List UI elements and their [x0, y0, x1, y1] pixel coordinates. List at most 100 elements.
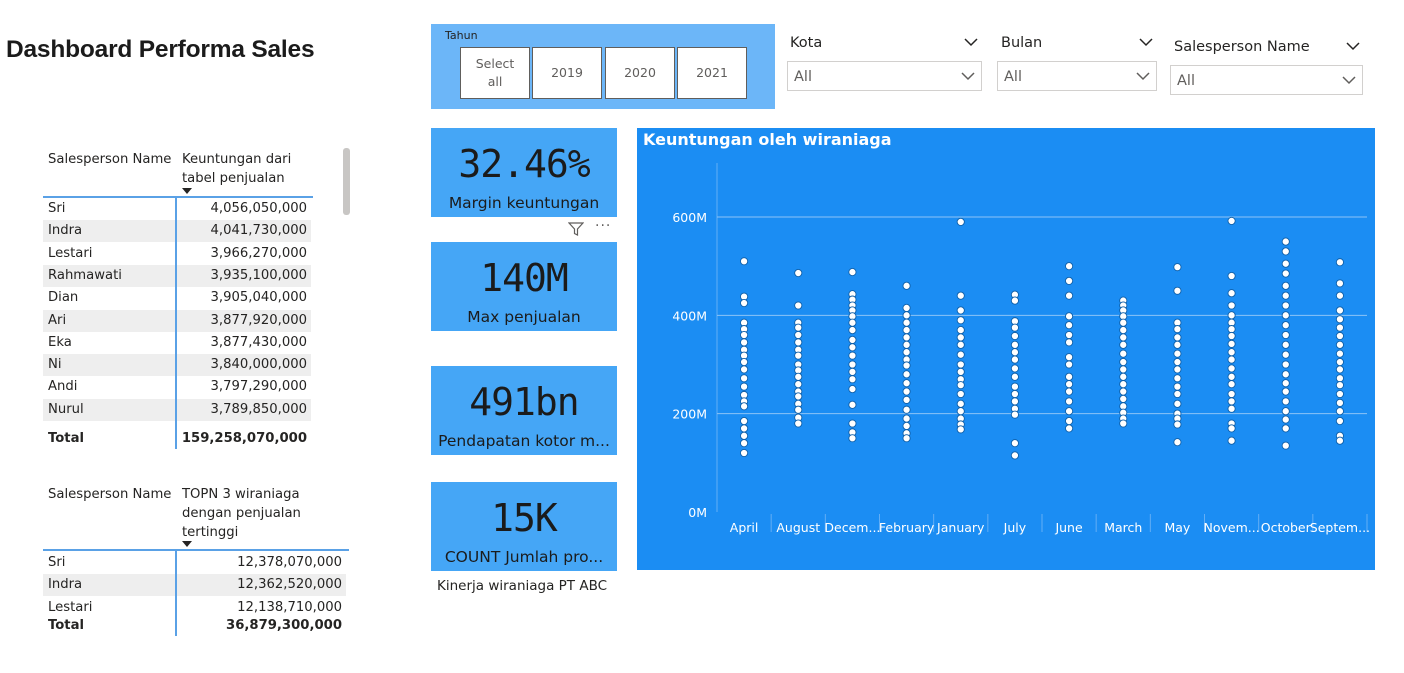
salesperson-dropdown[interactable]: All: [1170, 65, 1363, 95]
kpi-card-profit-margin[interactable]: 32.46% Margin keuntungan: [431, 128, 617, 217]
data-point: [848, 375, 857, 384]
data-point: [1119, 340, 1128, 349]
data-point: [1065, 330, 1074, 340]
cell-salesperson: Sri: [48, 201, 66, 216]
data-point: [1010, 451, 1019, 460]
data-point: [902, 281, 911, 290]
data-point: [1281, 281, 1290, 290]
cell-salesperson: Ari: [48, 312, 67, 328]
data-point: [1010, 389, 1019, 399]
data-point: [1281, 301, 1290, 310]
table-row[interactable]: Andi 3,797,290,000: [43, 376, 311, 398]
data-point: [848, 268, 857, 277]
data-point: [1010, 340, 1019, 349]
data-point: [740, 431, 749, 440]
cell-salesperson: Ni: [48, 357, 62, 373]
sort-descending-icon[interactable]: [182, 188, 192, 194]
column-header-salesperson[interactable]: Salesperson Name: [48, 487, 172, 502]
cell-salesperson: Indra: [48, 223, 83, 239]
data-point: [1227, 271, 1236, 281]
data-point: [1281, 407, 1290, 416]
year-tile-2021[interactable]: 2021: [677, 47, 747, 99]
data-point: [1065, 380, 1074, 389]
data-point: [956, 316, 965, 325]
data-point: [1119, 318, 1128, 327]
chevron-down-icon[interactable]: [1342, 75, 1356, 85]
table-row[interactable]: Eka 3,877,430,000: [43, 332, 311, 354]
cell-value: 3,789,850,000: [210, 401, 307, 417]
table-row[interactable]: Nurul 3,789,850,000: [43, 398, 311, 421]
bulan-dropdown[interactable]: All: [997, 61, 1157, 91]
data-point: [1065, 276, 1074, 285]
data-point: [794, 301, 803, 310]
data-point: [1065, 387, 1074, 396]
data-point: [1010, 410, 1019, 419]
kpi-card-max-sales[interactable]: 140M Max penjualan: [431, 242, 617, 331]
data-point: [1227, 404, 1236, 413]
table-row[interactable]: Ari 3,877,920,000: [43, 309, 311, 332]
chevron-down-icon[interactable]: [1346, 41, 1360, 51]
data-point: [1173, 357, 1182, 367]
year-tile-2019[interactable]: 2019: [532, 47, 602, 99]
year-tile-select-all[interactable]: Select all: [460, 47, 530, 99]
chevron-down-icon[interactable]: [1136, 71, 1150, 81]
sort-descending-icon[interactable]: [182, 541, 192, 547]
more-options-icon[interactable]: ···: [595, 218, 612, 234]
cell-value: 3,877,920,000: [210, 312, 307, 328]
x-tick-label: Novem...: [1203, 520, 1259, 535]
kpi-card-product-count[interactable]: 15K COUNT Jumlah pro...: [431, 482, 617, 571]
data-point: [1119, 372, 1128, 381]
column-header-profit[interactable]: Keuntungan dari tabel penjualan: [182, 152, 292, 186]
column-header-top3[interactable]: TOPN 3 wiraniaga dengan penjualan tertin…: [182, 487, 301, 540]
table-scrollbar[interactable]: [343, 148, 350, 215]
table-row[interactable]: Lestari 12,138,710,000: [43, 597, 346, 619]
table-row[interactable]: Rahmawati 3,935,100,000: [43, 264, 311, 287]
data-point: [1010, 355, 1019, 364]
kpi-label: Max penjualan: [467, 308, 581, 326]
data-point: [1065, 424, 1074, 433]
data-point: [848, 343, 857, 352]
table-row[interactable]: Sri 12,378,070,000: [43, 552, 346, 574]
table-row[interactable]: Lestari 3,966,270,000: [43, 243, 311, 265]
year-tile-2020[interactable]: 2020: [605, 47, 675, 99]
data-point: [1281, 247, 1290, 256]
data-point: [740, 416, 749, 426]
cell-salesperson: Nurul: [48, 401, 84, 417]
data-point: [1335, 374, 1344, 383]
chevron-down-icon[interactable]: [1139, 37, 1153, 47]
data-point: [1119, 357, 1128, 367]
chevron-down-icon[interactable]: [961, 71, 975, 81]
x-tick-label: Septem...: [1310, 520, 1370, 535]
data-point: [956, 425, 965, 434]
filter-icon[interactable]: [568, 222, 584, 236]
kota-dropdown[interactable]: All: [787, 61, 982, 91]
data-point: [1010, 323, 1019, 332]
table-row[interactable]: Dian 3,905,040,000: [43, 287, 311, 309]
data-point: [902, 333, 911, 342]
data-point: [1227, 289, 1236, 298]
page-title: Dashboard Performa Sales: [6, 36, 315, 63]
table-row[interactable]: Indra 12,362,520,000: [43, 574, 346, 597]
chevron-down-icon[interactable]: [964, 37, 978, 47]
y-tick-label: 400M: [672, 308, 707, 323]
data-point: [740, 382, 749, 391]
data-point: [1335, 291, 1344, 300]
data-point: [1281, 424, 1290, 433]
data-point: [1065, 291, 1074, 300]
profit-table: Salesperson Name Keuntungan dari tabel p…: [43, 148, 353, 450]
table-row[interactable]: Sri 4,056,050,000: [43, 198, 311, 220]
data-point: [956, 367, 965, 376]
data-point: [956, 399, 965, 408]
data-point: [1227, 436, 1236, 445]
x-tick-label: June: [1054, 520, 1083, 535]
kpi-card-gross-revenue[interactable]: 491bn Pendapatan kotor m...: [431, 366, 617, 455]
data-point: [1065, 353, 1074, 362]
table-row[interactable]: Indra 4,041,730,000: [43, 220, 311, 243]
table-row[interactable]: Ni 3,840,000,000: [43, 354, 311, 377]
profit-scatter-chart[interactable]: 0M 200M 400M 600M April August Decem... Februar…: [637, 128, 1375, 570]
data-point: [1119, 365, 1128, 374]
data-point: [902, 303, 911, 313]
column-header-salesperson[interactable]: Salesperson Name: [48, 152, 172, 167]
data-point: [1173, 389, 1182, 399]
data-point: [1335, 323, 1344, 332]
